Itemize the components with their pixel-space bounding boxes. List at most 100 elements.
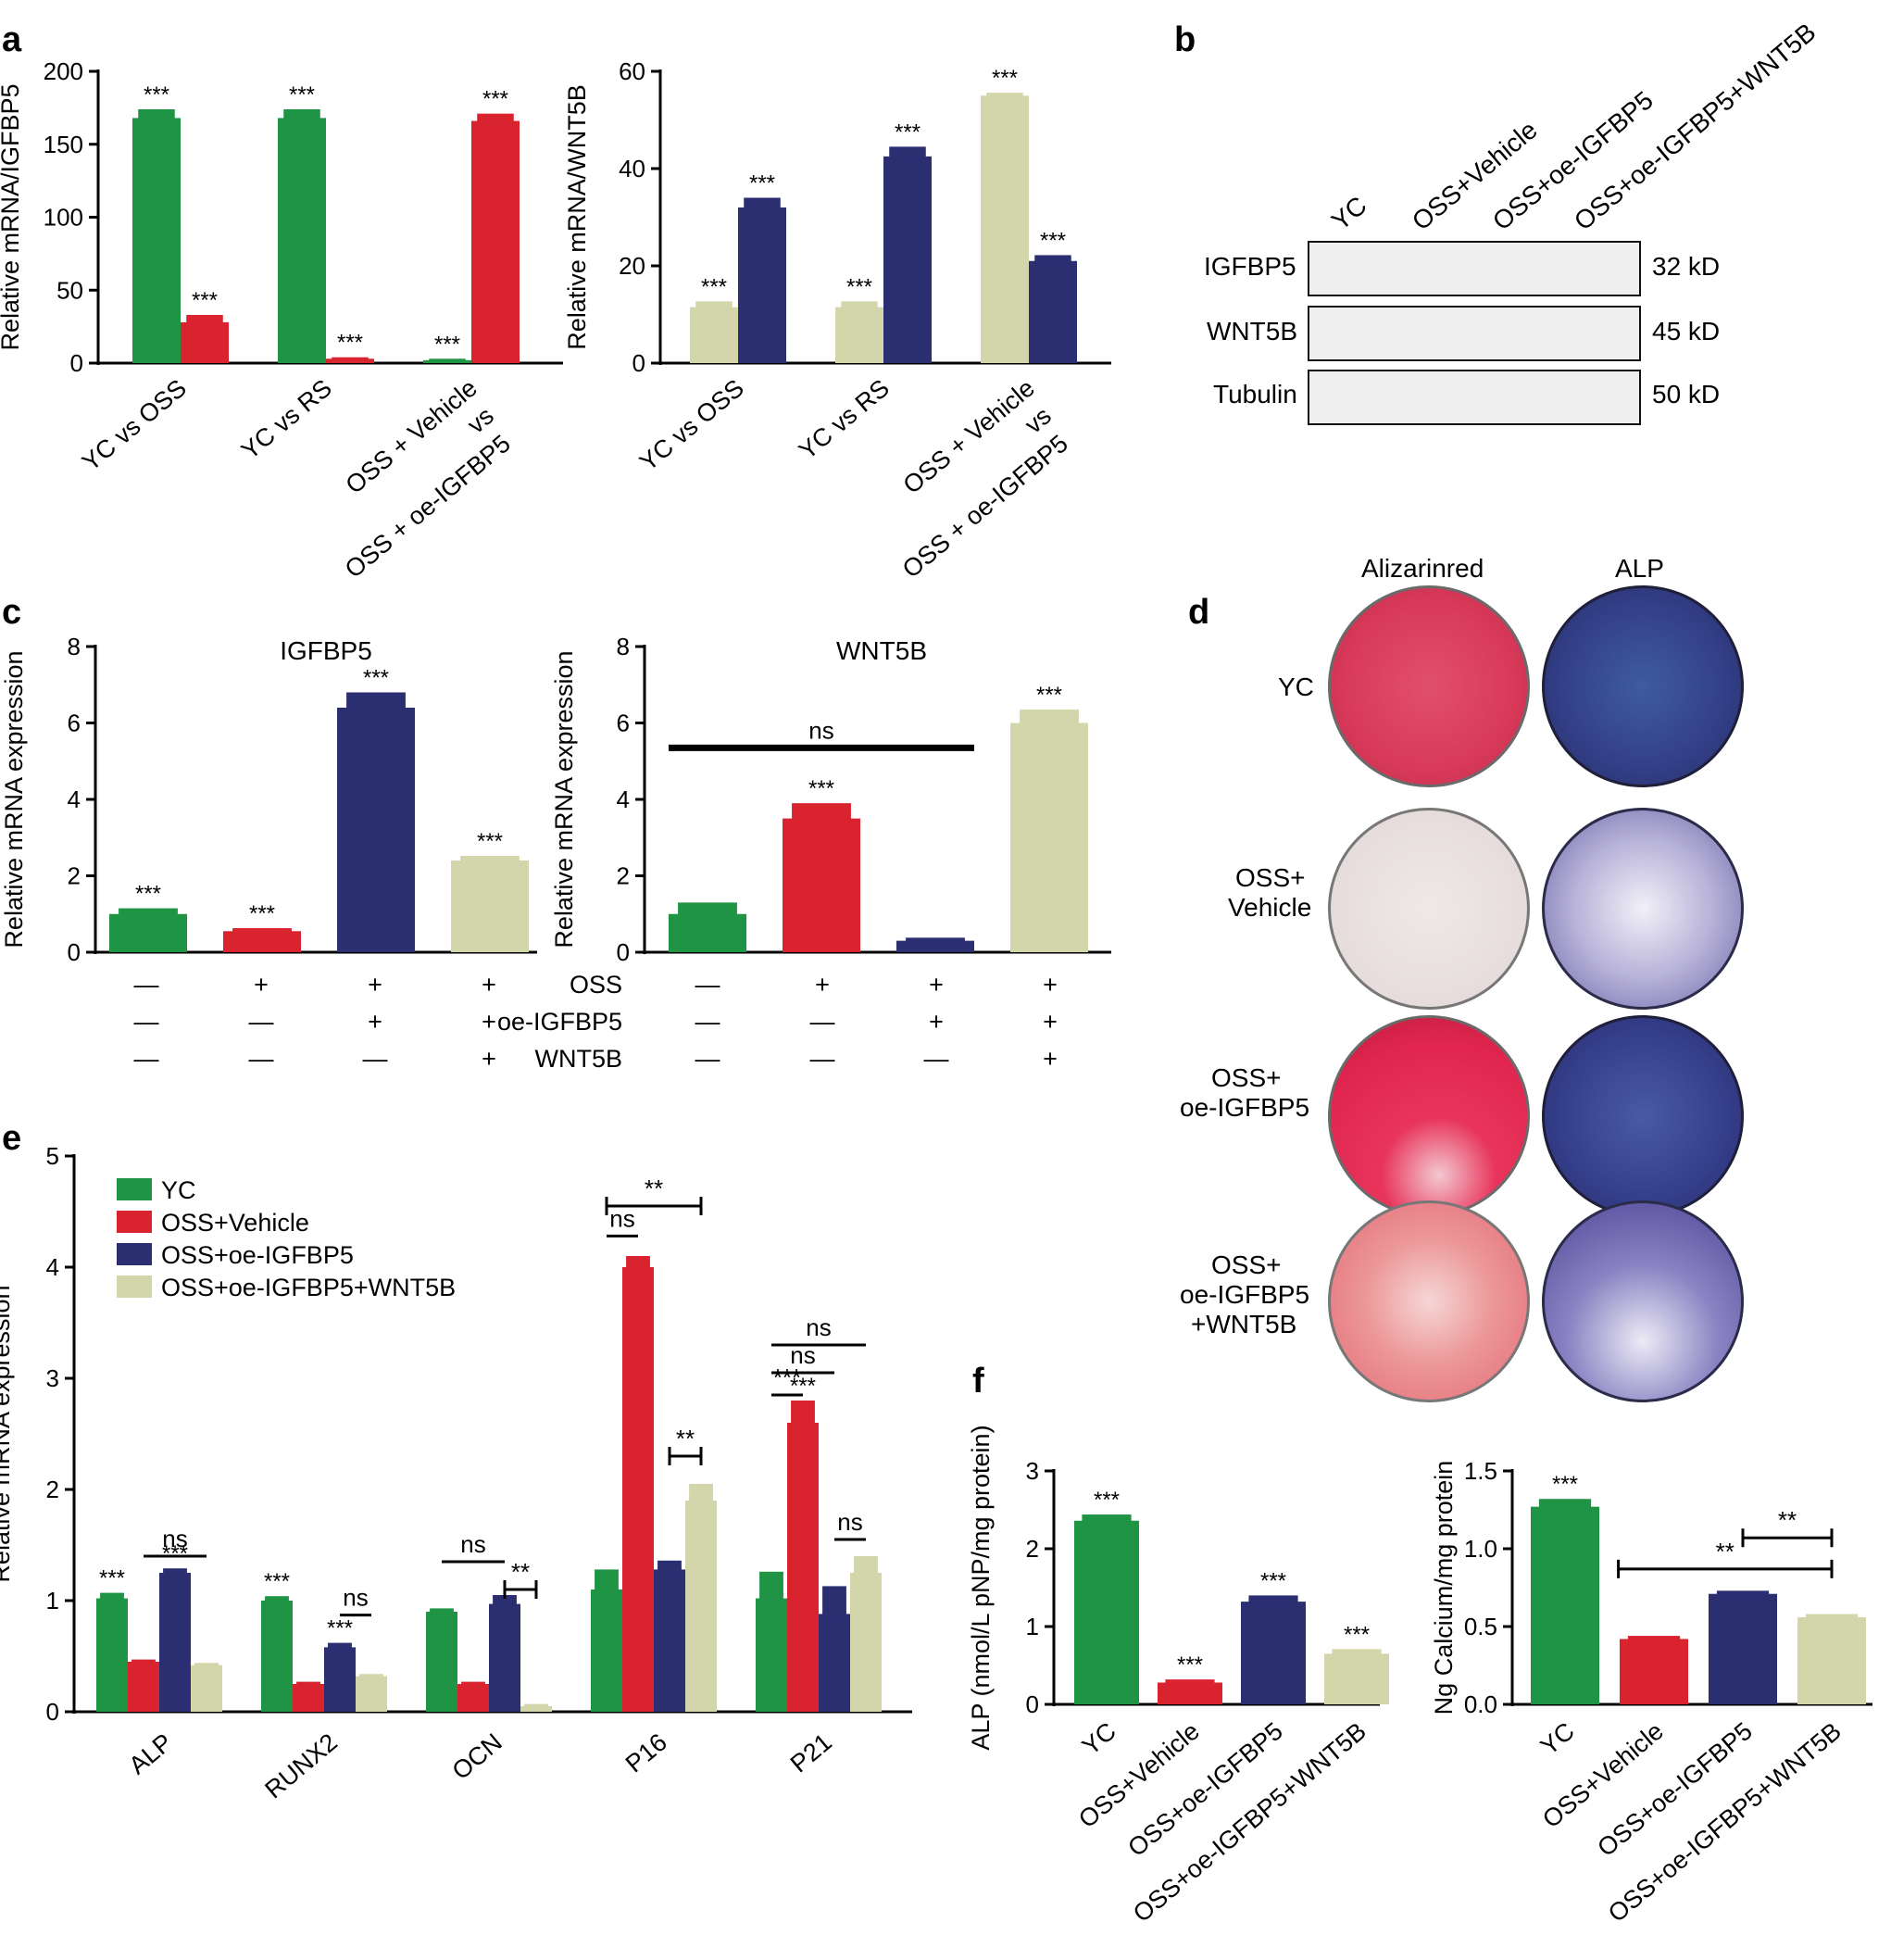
error-bar: [1034, 255, 1071, 264]
well-alp-oss-vehicle: [1542, 808, 1744, 1010]
bracket-label: ns: [808, 716, 833, 744]
x-category-label: OSS + oe-IGFBP5: [897, 430, 1073, 584]
bracket-label: ***: [773, 1363, 801, 1391]
stain-row-label: oe-IGFBP5: [1180, 1093, 1310, 1122]
well-alp-oss-oe-igfbp5: [1542, 1015, 1744, 1217]
error-bar: [854, 1556, 878, 1576]
error-bar: [822, 1586, 846, 1617]
y-tick-label: 3: [46, 1364, 59, 1392]
error-bar: [131, 1659, 156, 1665]
bar: [293, 1684, 324, 1712]
stain-row-label: OSS+: [1211, 1063, 1282, 1092]
significance-label: ***: [264, 1569, 290, 1594]
bar: [981, 95, 1029, 363]
bracket-label: **: [1778, 1506, 1797, 1534]
blot-strip-tubulin: [1308, 370, 1641, 425]
blot-row-label: Tubulin: [1213, 380, 1297, 408]
bar: [324, 1647, 356, 1712]
significance-label: ***: [477, 829, 503, 854]
bar: [1029, 260, 1077, 363]
x-category-label: YC: [1077, 1717, 1121, 1761]
bracket-label: ns: [837, 1508, 862, 1536]
y-tick-label: 40: [619, 155, 645, 182]
error-bar: [689, 1484, 713, 1503]
bar: [850, 1573, 882, 1712]
error-bar: [1805, 1614, 1859, 1620]
error-bar: [1716, 1590, 1770, 1597]
x-category-label: YC vs OSS: [634, 374, 749, 477]
x-category-label: OSS+oe-IGFBP5: [1592, 1717, 1758, 1863]
y-tick-label: 100: [44, 204, 83, 232]
error-bar: [695, 301, 733, 310]
bar: [181, 321, 229, 363]
well-alizarin-oss-oe-igfbp5-wnt5b: [1328, 1200, 1530, 1402]
error-bar: [194, 1663, 219, 1668]
y-tick-label: 1.0: [1464, 1535, 1497, 1563]
y-axis-label: Relative mRNA expression: [0, 1285, 15, 1582]
bar: [690, 307, 738, 363]
bar: [819, 1614, 850, 1712]
bar: [471, 120, 520, 364]
table-cell: +: [482, 1008, 496, 1036]
table-cell: —: [695, 971, 720, 999]
error-bar: [138, 108, 175, 121]
x-category-label: YC: [1535, 1717, 1580, 1761]
bar: [426, 1612, 457, 1712]
bar: [451, 861, 529, 952]
y-tick-label: 2: [68, 862, 81, 890]
x-category-label: P16: [620, 1728, 672, 1778]
error-bar: [889, 146, 926, 159]
blot-size-label: 45 kD: [1652, 317, 1721, 346]
significance-label: ***: [1260, 1568, 1286, 1593]
well-alp-yc: [1542, 585, 1744, 787]
stain-column-header: ALP: [1615, 554, 1664, 583]
x-category-label: P21: [785, 1728, 837, 1778]
table-cell: +: [1043, 1045, 1058, 1073]
error-bar: [792, 803, 851, 822]
blot-row-label: WNT5B: [1207, 317, 1297, 346]
significance-label: ***: [701, 274, 727, 299]
error-bar: [186, 315, 223, 325]
significance-label: ***: [363, 666, 389, 691]
bar: [591, 1589, 622, 1712]
table-cell: —: [810, 1008, 835, 1036]
error-bar: [1538, 1499, 1592, 1510]
y-tick-label: 4: [68, 785, 81, 813]
significance-label: ***: [135, 882, 161, 907]
error-bar: [100, 1592, 124, 1602]
well-alizarin-oss-oe-igfbp5: [1328, 1015, 1530, 1217]
legend-swatch: [117, 1178, 152, 1200]
significance-label: ***: [1344, 1622, 1370, 1647]
blot-strip-wnt5b: [1308, 306, 1641, 361]
bar: [883, 156, 932, 363]
significance-label: ***: [895, 119, 920, 144]
significance-label: ***: [482, 87, 508, 112]
error-bar: [1248, 1595, 1298, 1605]
stain-row-label: oe-IGFBP5: [1180, 1280, 1310, 1309]
bracket-label: **: [676, 1425, 695, 1452]
legend-label: YC: [161, 1176, 196, 1204]
legend-label: OSS+Vehicle: [161, 1209, 309, 1237]
table-row-label: OSS: [570, 971, 622, 999]
legend-label: OSS+oe-IGFBP5+WNT5B: [161, 1274, 456, 1301]
error-bar: [1020, 710, 1079, 726]
x-category-label: OSS + oe-IGFBP5: [340, 430, 516, 584]
bar: [738, 207, 786, 363]
y-tick-label: 5: [46, 1142, 59, 1170]
y-tick-label: 1: [1026, 1613, 1039, 1640]
table-row-label: WNT5B: [535, 1045, 623, 1073]
chart-title: IGFBP5: [280, 636, 372, 665]
y-tick-label: 8: [68, 633, 81, 660]
panel-letter-e: e: [2, 1119, 22, 1158]
bar: [337, 708, 415, 952]
significance-label: ***: [1040, 228, 1066, 253]
bracket-label: **: [1716, 1538, 1734, 1565]
table-cell: —: [249, 1008, 274, 1036]
stain-row-label: OSS+: [1235, 863, 1306, 892]
bar: [1531, 1506, 1599, 1704]
y-tick-label: 150: [44, 131, 83, 158]
bar: [1074, 1520, 1139, 1704]
significance-label: ***: [192, 288, 218, 313]
bar: [685, 1501, 717, 1712]
error-bar: [461, 1681, 485, 1687]
